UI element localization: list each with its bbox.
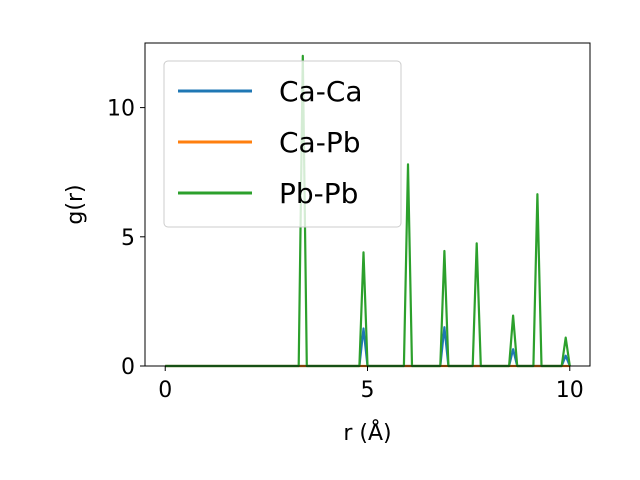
y-axis-label: g(r) xyxy=(63,184,88,224)
legend-label: Ca-Ca xyxy=(279,75,363,108)
legend-box xyxy=(163,60,402,228)
x-tick-label: 10 xyxy=(556,378,584,403)
legend-label: Pb-Pb xyxy=(279,177,358,210)
y-tick-label: 5 xyxy=(121,226,135,251)
legend: Ca-Ca Ca-Pb Pb-Pb xyxy=(163,60,402,228)
x-tick-label: 0 xyxy=(158,378,172,403)
y-tick-label: 10 xyxy=(107,97,135,122)
x-tick-label: 5 xyxy=(361,378,375,403)
ticks-layer: 0 5 10 0 5 10 xyxy=(107,97,584,403)
y-tick-label: 0 xyxy=(121,355,135,380)
x-axis-label: r (Å) xyxy=(343,419,391,446)
legend-label: Ca-Pb xyxy=(279,126,360,159)
